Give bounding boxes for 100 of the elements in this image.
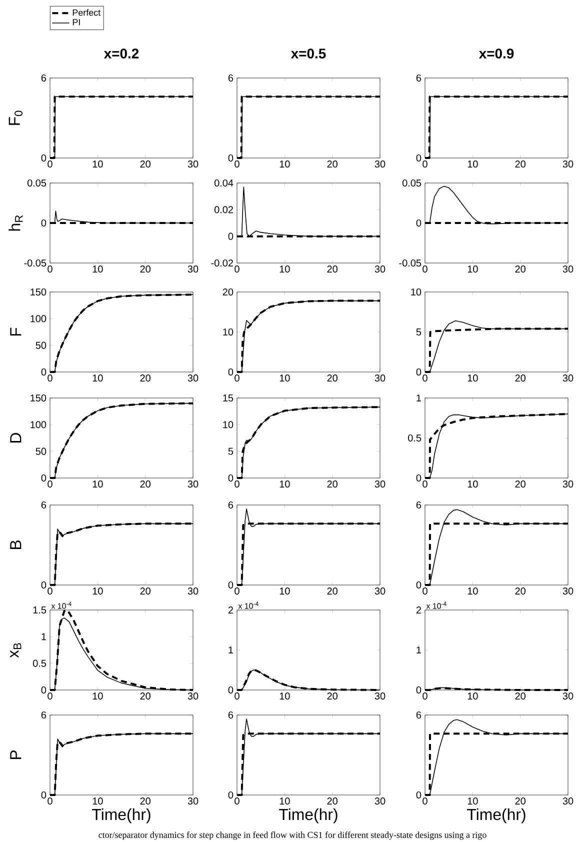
x-tick-label: 10 xyxy=(468,374,478,382)
x-tick-label: 0 xyxy=(48,588,52,595)
y-tick-label: 0 xyxy=(228,686,234,694)
y-axis-title: D xyxy=(10,433,22,442)
y-tick-label: 0 xyxy=(416,581,422,589)
x-tick-label: 20 xyxy=(515,160,526,168)
x-tick-label: 0 xyxy=(48,692,52,700)
x-tick-label: 10 xyxy=(280,266,290,273)
y-tick-label: 0.5 xyxy=(33,660,46,667)
x-tick-label: 20 xyxy=(327,374,338,382)
x-tick-label: 10 xyxy=(92,692,103,700)
y-tick-label: 0 xyxy=(41,368,46,376)
y-tick-label: 10 xyxy=(223,328,234,336)
x-tick-label: 0 xyxy=(422,266,428,273)
x-tick-label: 10 xyxy=(92,374,103,382)
x-tick-label: 10 xyxy=(468,798,478,805)
y-tick-label: -0.02 xyxy=(211,259,233,267)
y-tick-label: -0.05 xyxy=(24,259,46,267)
y-tick-label: 0 xyxy=(416,474,422,482)
x-tick-label: 30 xyxy=(188,798,198,805)
chart-title: x=0.5 xyxy=(290,48,326,58)
x-tick-label: 0 xyxy=(48,160,52,168)
y-tick-label: 1 xyxy=(42,633,46,640)
x-tick-label: 0 xyxy=(234,160,240,168)
y-tick-label: 15 xyxy=(223,394,234,402)
x-axis-title: Time(hr) xyxy=(92,808,150,824)
x-tick-label: 0 xyxy=(234,692,240,700)
y-tick-label: 6 xyxy=(228,501,234,509)
legend-label: PI xyxy=(72,19,80,26)
x-tick-label: 20 xyxy=(515,374,526,382)
x-tick-label: 0 xyxy=(48,798,52,805)
y-tick-label: 0 xyxy=(228,791,234,799)
y-tick-label: 6 xyxy=(416,74,422,82)
y-axis-title: F$_{0}$ xyxy=(8,110,23,125)
x-tick-label: 20 xyxy=(515,480,526,488)
y-tick-label: 1 xyxy=(416,394,422,402)
x-tick-label: 20 xyxy=(515,588,526,595)
x-tick-label: 20 xyxy=(515,692,526,700)
x-tick-label: 10 xyxy=(92,160,103,168)
y-tick-label: 6 xyxy=(416,711,422,719)
y-tick-label: 6 xyxy=(416,501,422,509)
x-tick-label: 20 xyxy=(140,798,150,805)
chart-title: x=0.2 xyxy=(104,48,139,58)
x-tick-label: 30 xyxy=(188,588,198,595)
x-tick-label: 30 xyxy=(562,480,574,488)
x-tick-label: 10 xyxy=(280,480,290,488)
y-tick-label: 0 xyxy=(41,581,46,589)
x-tick-label: 0 xyxy=(234,480,240,488)
y-tick-label: 1 xyxy=(228,646,234,654)
x-tick-label: 30 xyxy=(188,480,198,488)
y-tick-label: 10 xyxy=(411,288,422,296)
x-tick-label: 20 xyxy=(140,480,150,488)
x-tick-label: 20 xyxy=(140,160,150,168)
y-tick-label: 150 xyxy=(30,394,46,402)
x-tick-label: 30 xyxy=(562,160,574,168)
x-tick-label: 30 xyxy=(374,798,386,805)
y-tick-label: 6 xyxy=(41,501,46,509)
y-tick-label: 0.04 xyxy=(214,179,234,187)
y-tick-label: 0 xyxy=(228,232,234,240)
x-tick-label: 20 xyxy=(515,798,526,805)
y-tick-label: 6 xyxy=(41,711,46,719)
y-tick-label: 0 xyxy=(228,154,234,162)
y-tick-label: 100 xyxy=(30,421,46,428)
legend-label: Perfect xyxy=(72,9,101,16)
y-tick-label: 5 xyxy=(228,448,234,455)
x-tick-label: 10 xyxy=(92,480,103,488)
y-tick-label: 50 xyxy=(36,448,46,455)
y-tick-label: 150 xyxy=(30,288,46,296)
x-axis-title: Time(hr) xyxy=(467,808,526,824)
y-tick-label: 5 xyxy=(416,328,422,336)
y-tick-label: -0.05 xyxy=(399,259,422,267)
y-tick-label: 0 xyxy=(416,686,422,694)
y-tick-label: 2 xyxy=(416,606,421,614)
x-tick-label: 10 xyxy=(92,266,103,273)
x-tick-label: 30 xyxy=(374,480,386,488)
y-tick-label: 6 xyxy=(41,74,46,82)
y-tick-label: 0 xyxy=(416,154,422,162)
y-axis-title: B xyxy=(10,540,22,549)
x-tick-label: 0 xyxy=(234,588,240,595)
x-tick-label: 20 xyxy=(327,480,338,488)
x-tick-label: 10 xyxy=(280,374,290,382)
y-tick-label: 0 xyxy=(228,474,234,482)
x-tick-label: 0 xyxy=(422,374,428,382)
text: ctor/separator dynamics for step change in feed flow with CS1 for different steady-state designs using a rigo xyxy=(98,832,486,840)
x-tick-label: 0 xyxy=(422,160,428,168)
y-tick-label: 0 xyxy=(416,219,422,227)
x-tick-label: 20 xyxy=(327,588,338,595)
x-tick-label: 10 xyxy=(468,480,478,488)
x-tick-label: 10 xyxy=(468,160,478,168)
y-axis-title: F xyxy=(10,328,22,336)
x-tick-label: 10 xyxy=(92,588,103,595)
x-tick-label: 0 xyxy=(422,588,428,595)
y-axis-title: h$_{R}$ xyxy=(8,215,23,231)
x-tick-label: 30 xyxy=(562,692,574,700)
x-tick-label: 30 xyxy=(188,160,198,168)
y-tick-label: 0 xyxy=(41,219,46,227)
x-tick-label: 10 xyxy=(92,798,103,805)
x-tick-label: 0 xyxy=(422,692,428,700)
y-tick-label: 0 xyxy=(228,368,234,376)
x-tick-label: 20 xyxy=(327,798,338,805)
